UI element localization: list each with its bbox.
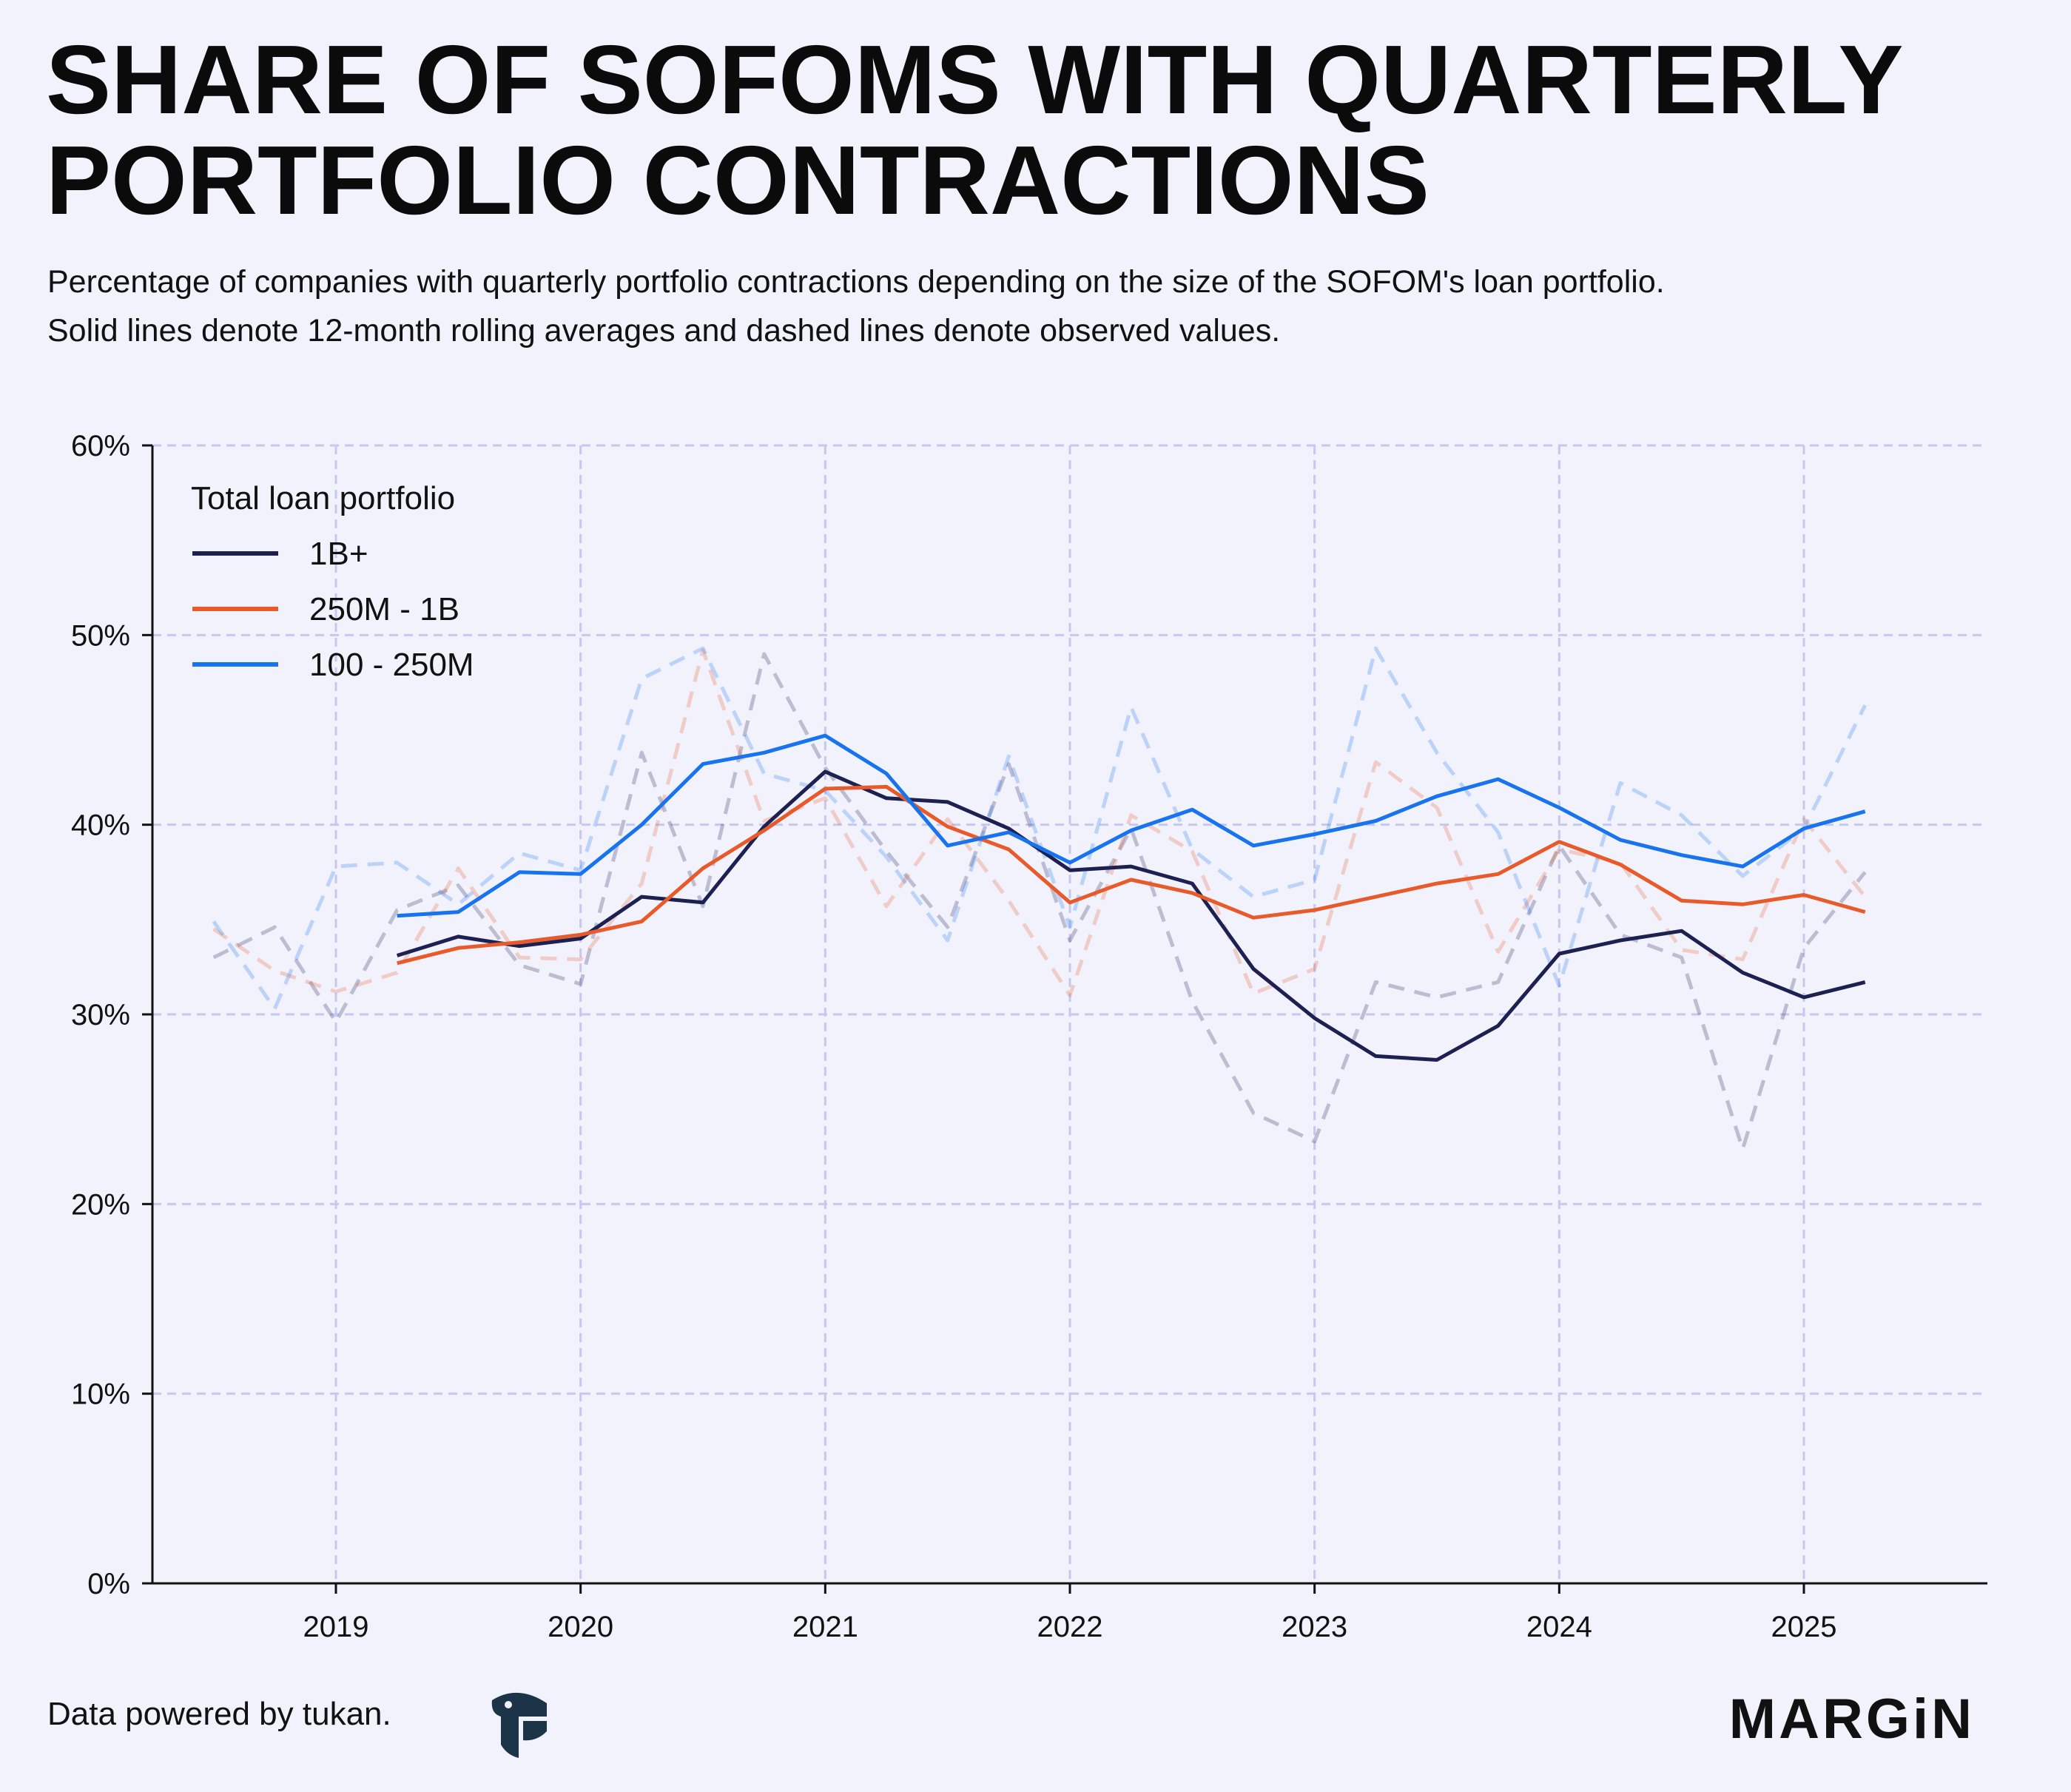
tukan-logo-icon [491, 1692, 547, 1758]
subtitle-line-1: Percentage of companies with quarterly p… [47, 264, 1665, 300]
data-credit: Data powered by tukan. [47, 1696, 391, 1732]
observed-line-100 - 250M [212, 646, 1867, 1011]
x-tick-label: 2021 [792, 1611, 858, 1643]
y-tick-label: 10% [71, 1378, 130, 1411]
legend-label: 250M - 1B [309, 591, 459, 627]
y-tick-label: 20% [71, 1188, 130, 1221]
observed-line-250M - 1B [212, 648, 1867, 997]
x-tick-label: 2025 [1771, 1611, 1837, 1643]
y-tick-label: 30% [71, 999, 130, 1031]
x-tick-label: 2019 [303, 1611, 369, 1643]
rolling-line-250M - 1B [397, 784, 1866, 966]
chart-title: SHARE OF SOFOMS WITH QUARTERLY PORTFOLIO… [46, 25, 1902, 235]
y-tick-label: 50% [71, 619, 130, 652]
rolling-line-1B+ [396, 769, 1866, 1062]
legend-title: Total loan portfolio [191, 480, 455, 516]
y-tick-label: 60% [71, 430, 130, 462]
x-tick-label: 2023 [1282, 1611, 1347, 1643]
subtitle-line-2: Solid lines denote 12-month rolling aver… [47, 313, 1281, 348]
legend-label: 1B+ [309, 536, 368, 572]
y-tick-label: 40% [71, 809, 130, 842]
margin-brand-logo: MARGiN [1728, 1688, 1975, 1751]
legend-label: 100 - 250M [309, 647, 474, 683]
x-tick-label: 2020 [548, 1611, 613, 1643]
x-tick-label: 2022 [1037, 1611, 1103, 1643]
y-tick-label: 0% [87, 1568, 130, 1600]
rolling-line-100 - 250M [397, 733, 1866, 918]
chart-subtitle: Percentage of companies with quarterly p… [47, 257, 2045, 355]
x-tick-label: 2024 [1526, 1611, 1592, 1643]
